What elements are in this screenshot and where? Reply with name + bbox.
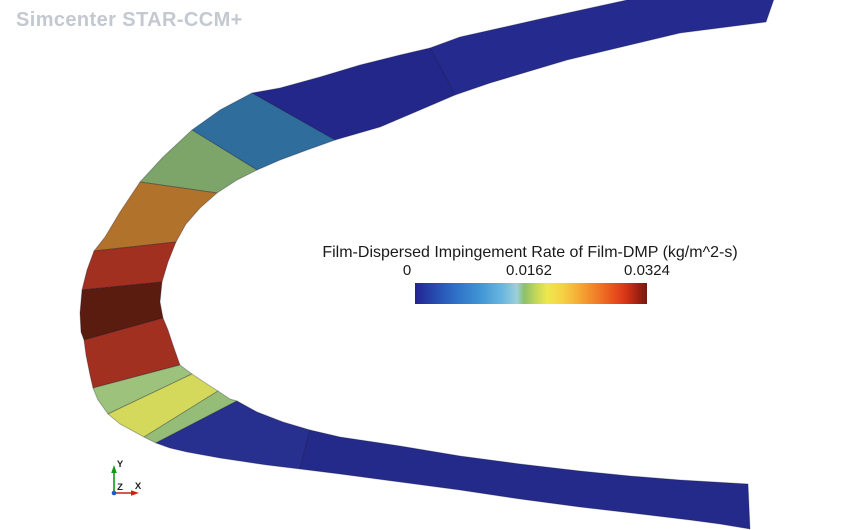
watermark: Simcenter STAR-CCM+: [16, 9, 243, 31]
x-axis-arrowhead: [131, 490, 139, 496]
x-axis-label: X: [135, 481, 142, 492]
impingement-facet-upper-tail-far: [429, 0, 775, 96]
y-axis-label: Y: [117, 459, 124, 470]
z-axis-label: Z: [117, 482, 123, 493]
legend-colorbar[interactable]: [415, 283, 647, 304]
impingement-facet-lower-tail-far: [299, 429, 751, 530]
legend-tick-max: 0.0324: [624, 262, 670, 279]
impingement-facet-upper-orange: [93, 181, 218, 252]
legend-title: Film-Dispersed Impingement Rate of Film-…: [322, 244, 738, 261]
legend-tick-min: 0: [402, 262, 412, 279]
orientation-triad: Y Z X: [111, 459, 142, 496]
y-axis-arrowhead: [111, 465, 117, 473]
z-axis-dot: [111, 490, 117, 496]
legend-tick-mid: 0.0162: [506, 262, 552, 279]
impingement-facet-lower-light-green-2: [143, 390, 238, 444]
scalar-legend: Film-Dispersed Impingement Rate of Film-…: [280, 244, 780, 308]
impingement-facet-upper-steel-blue: [191, 92, 336, 171]
